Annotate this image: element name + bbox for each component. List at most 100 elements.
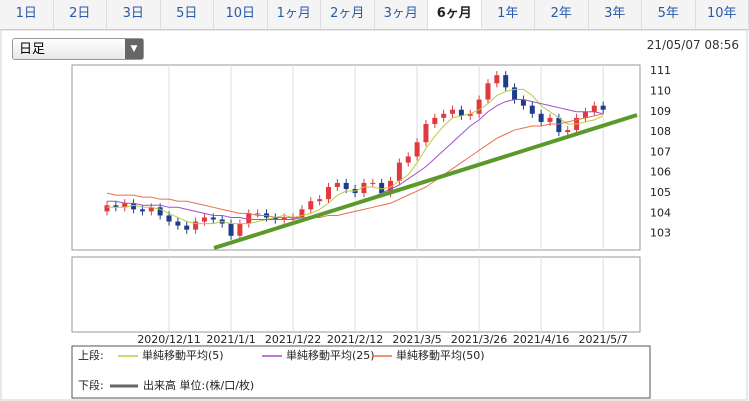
candle-body <box>326 186 331 200</box>
period-tab[interactable]: 5年 <box>642 0 696 29</box>
candle-body <box>157 207 163 216</box>
period-tab[interactable]: 3日 <box>107 0 161 29</box>
candle-body <box>600 105 606 110</box>
x-tick-label: 2021/3/5 <box>392 333 441 346</box>
period-tab[interactable]: 1日 <box>0 0 54 29</box>
period-tab[interactable]: 3年 <box>588 0 642 29</box>
legend-entry: 単純移動平均(5) <box>142 348 224 362</box>
labels: 103 104 105 106 107 108 109 110 111 2020/12/11 202… <box>78 64 671 392</box>
candle-body <box>476 99 482 114</box>
y-tick-label: 106 <box>650 166 671 179</box>
candle-body <box>512 87 518 100</box>
candle-body <box>361 182 367 194</box>
candle-body <box>458 109 464 116</box>
legend-entry: 単純移動平均(25) <box>286 348 375 362</box>
candle-body <box>370 182 376 184</box>
candle-body <box>432 117 438 124</box>
candle-body <box>423 123 429 143</box>
candle-body <box>308 201 314 210</box>
x-tick-label: 2021/1/22 <box>265 333 321 346</box>
candle-body <box>494 75 500 84</box>
x-tick-label: 2021/5/7 <box>578 333 627 346</box>
dropdown-arrow[interactable]: ▼ <box>125 39 143 59</box>
interval-dropdown[interactable]: 日足 ▼ <box>12 38 144 60</box>
period-tab[interactable]: 10日 <box>214 0 268 29</box>
candle-body <box>467 113 473 116</box>
volume-panel <box>71 256 641 333</box>
candle-body <box>299 209 305 218</box>
y-tick-label: 105 <box>650 186 671 199</box>
period-tab[interactable]: 2年 <box>535 0 589 29</box>
marks <box>104 71 606 240</box>
candle-body <box>556 117 562 133</box>
ma-line <box>107 88 604 225</box>
period-tab[interactable]: 1ヶ月 <box>267 0 321 29</box>
ma-line <box>106 113 604 218</box>
period-tab[interactable]: 2ヶ月 <box>321 0 375 29</box>
candle-body <box>281 217 287 220</box>
candle-body <box>201 217 207 222</box>
candle-body <box>529 105 535 114</box>
x-tick-label: 2021/4/16 <box>513 333 569 346</box>
candle-body <box>272 217 278 220</box>
y-tick-label: 109 <box>650 105 671 118</box>
candle-body <box>148 207 154 212</box>
candle-body <box>591 105 597 112</box>
chart-frame <box>0 29 748 401</box>
x-tick-label: 2021/1/1 <box>206 333 255 346</box>
legend-entry: 単純移動平均(50) <box>396 348 485 362</box>
legend-label: 上段: <box>78 348 104 362</box>
candle-body <box>565 130 571 133</box>
period-tab[interactable]: 10年 <box>695 0 749 29</box>
legend-box <box>71 345 651 399</box>
candle-body <box>450 109 456 114</box>
x-tick-label: 2020/12/11 <box>137 333 200 346</box>
candle-body <box>113 205 119 208</box>
period-tab[interactable]: 6ヶ月 <box>428 0 482 29</box>
candle-body <box>414 142 420 157</box>
candle-body <box>396 162 402 181</box>
dropdown-label: 日足 <box>19 42 46 57</box>
candle-body <box>441 113 447 118</box>
candle-body <box>582 111 588 118</box>
y-tick-label: 107 <box>650 145 671 158</box>
candle-body <box>193 221 199 230</box>
price-panel <box>71 64 641 251</box>
legend-entry: 出来高 単位:(株/口/枚) <box>143 378 254 392</box>
candle-body <box>547 117 553 122</box>
y-tick-label: 104 <box>650 206 671 219</box>
trend-line <box>213 113 638 250</box>
candle-body <box>485 83 491 100</box>
candle-body <box>246 213 252 224</box>
candle-body <box>405 156 411 163</box>
candle-body <box>139 209 145 212</box>
candle-body <box>379 182 385 194</box>
y-tick-label: 103 <box>650 227 671 240</box>
legend-label: 下段: <box>78 378 104 392</box>
candle-body <box>228 223 234 236</box>
candle-body <box>237 223 243 236</box>
x-tick-label: 2021/2/12 <box>327 333 383 346</box>
candle-body <box>131 203 137 210</box>
period-tab[interactable]: 5日 <box>160 0 214 29</box>
period-tabs: 1日 2日 3日 5日 10日 1ヶ月 2ヶ月 3ヶ月 6ヶ月 1年 2年 3年 5年 10年 <box>0 0 749 30</box>
candle-body <box>166 215 172 222</box>
period-tab[interactable]: 3ヶ月 <box>374 0 428 29</box>
candle-body <box>343 182 349 190</box>
candle-body <box>210 217 216 220</box>
period-tab[interactable]: 2日 <box>53 0 107 29</box>
candle-body <box>520 99 526 106</box>
candle-body <box>104 205 110 212</box>
candle-body <box>122 203 128 208</box>
timestamp: 21/05/07 08:56 <box>646 38 739 52</box>
y-tick-label: 110 <box>650 84 671 97</box>
period-tab[interactable]: 1年 <box>481 0 535 29</box>
candle-body <box>334 182 340 187</box>
candle-body <box>255 213 261 215</box>
y-tick-label: 108 <box>650 125 671 138</box>
candle-body <box>175 221 181 226</box>
y-tick-label: 111 <box>650 64 671 77</box>
x-tick-label: 2021/3/26 <box>451 333 507 346</box>
